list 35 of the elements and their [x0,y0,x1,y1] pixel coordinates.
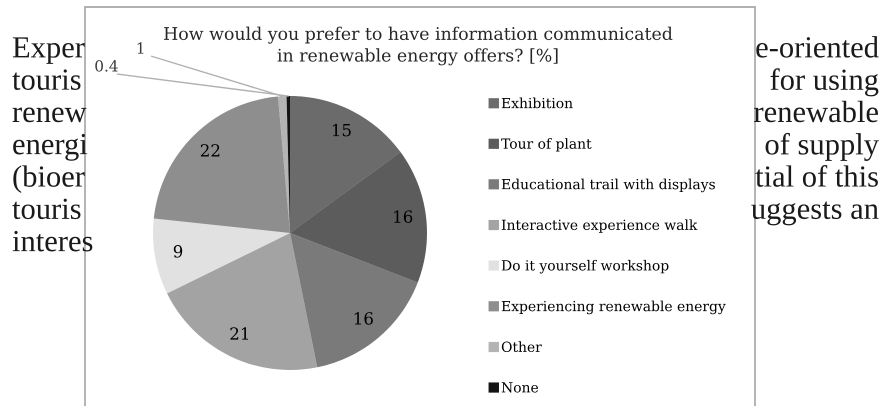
data-label: 22 [200,144,220,156]
text: touris [12,69,80,90]
legend-label: Educational trail with displays [502,178,715,192]
legend-label: None [502,382,538,393]
text: interes [12,230,92,252]
data-label: 9 [174,245,182,258]
text: tial of this [755,165,878,187]
data-label: 0.4 [95,60,118,72]
data-label: 1 [138,42,144,54]
data-label: 16 [394,210,412,223]
legend-label: Experiencing renewable energy [502,300,726,314]
pie-slice [290,152,427,282]
data-label: 15 [332,124,351,136]
legend-label: Tour of plant [501,138,592,152]
text: energi [13,134,88,161]
data-label: 21 [230,327,248,340]
text: e-oriented [756,36,879,58]
chart-title: How would you prefer to have information communicated in renewable energy offers? [%] [164,26,672,66]
data-label: 16 [354,312,373,325]
text: renew [12,108,87,122]
text: touris [12,198,80,220]
text: (bioer [13,165,85,194]
pie-slice [153,218,290,294]
text: uggests an [751,202,879,226]
pie-slice [290,233,418,368]
legend-label: Exhibition [502,98,573,108]
legend-label: Do it yourself workshop [502,260,668,274]
text: of supply [766,132,879,161]
text: Exper [12,37,85,64]
legend-label: Other [502,341,542,352]
legend-label: Interactive experience walk [502,219,698,233]
pie-slice [167,233,318,370]
text: renewable [754,100,878,122]
text: for using [770,68,878,96]
pie-slice [154,96,290,233]
